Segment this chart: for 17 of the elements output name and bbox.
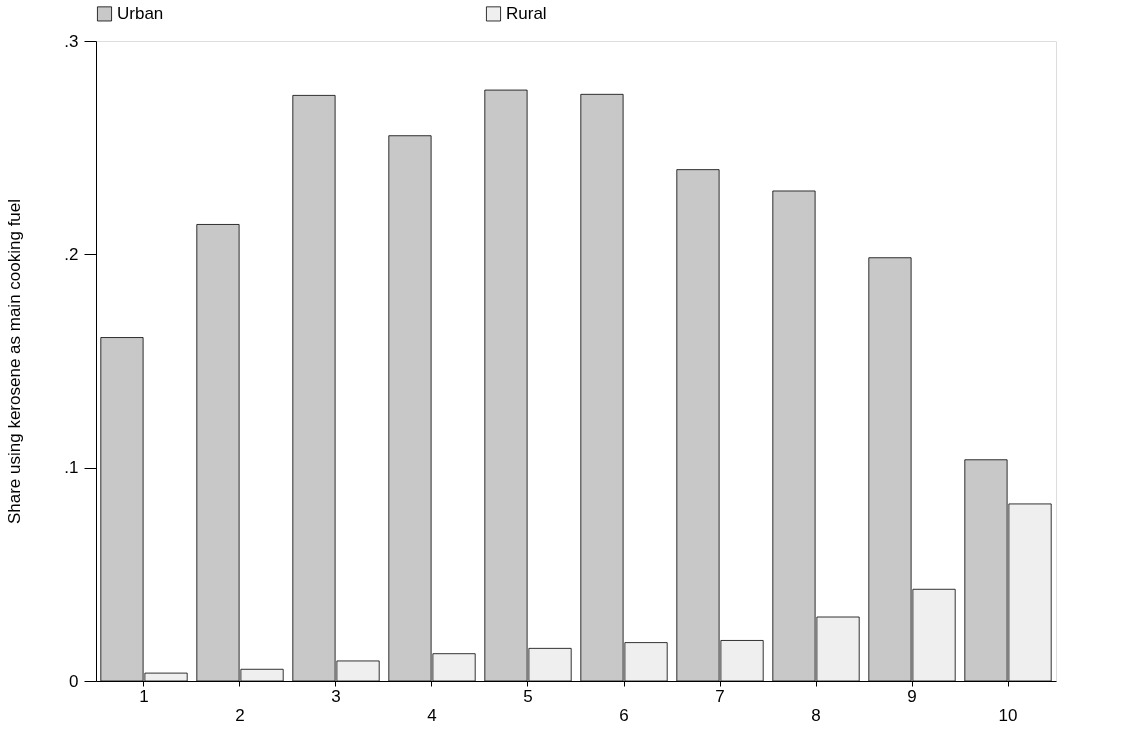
x-tick-label: 2 [235,705,245,725]
x-tick-label: 4 [427,705,437,725]
y-tick-label: .3 [64,31,79,51]
x-tick-label: 8 [811,705,821,725]
x-tick-label: 5 [523,686,533,706]
legend-label: Rural [506,3,547,23]
x-tick-label: 10 [998,705,1018,725]
x-tick-label: 3 [331,686,341,706]
y-tick-label: 0 [69,671,79,691]
x-tick-label: 6 [619,705,629,725]
x-tick-label: 1 [139,686,149,706]
y-axis-title: Share using kerosene as main cooking fuel [5,198,25,525]
x-tick-label: 9 [907,686,917,706]
legend-label: Urban [117,3,164,23]
y-tick-label: .2 [64,244,79,264]
x-tick-label: 7 [715,686,725,706]
y-tick-label: .1 [64,458,79,478]
